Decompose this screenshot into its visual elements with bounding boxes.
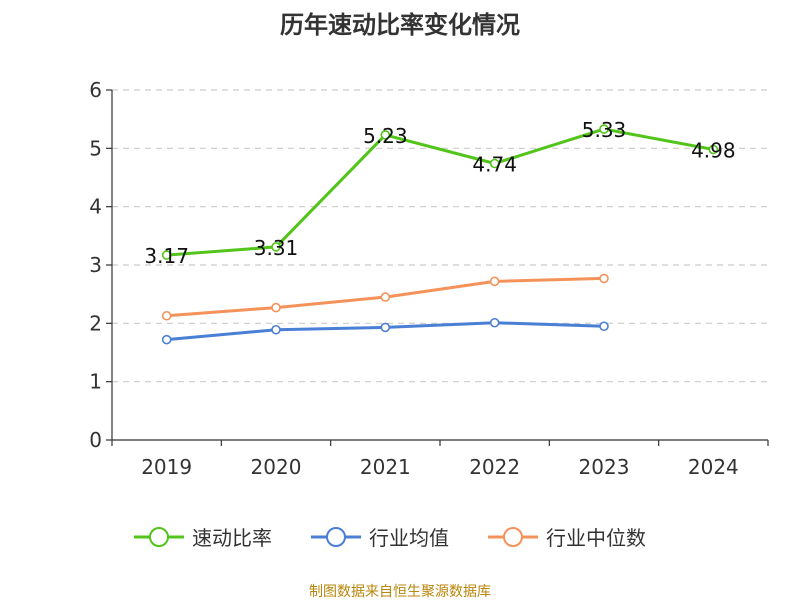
x-tick-label: 2019 bbox=[141, 455, 192, 479]
y-tick-label: 1 bbox=[89, 370, 102, 394]
y-tick-label: 2 bbox=[89, 311, 102, 335]
legend-label: 速动比率 bbox=[192, 526, 272, 550]
data-point[interactable] bbox=[161, 310, 172, 321]
legend-marker bbox=[326, 527, 346, 547]
legend-item[interactable]: 行业中位数 bbox=[488, 526, 646, 550]
data-point[interactable] bbox=[271, 324, 281, 335]
legend-label: 行业中位数 bbox=[546, 526, 646, 550]
data-point[interactable] bbox=[599, 273, 609, 284]
data-point[interactable] bbox=[380, 292, 391, 302]
data-label: 4.74 bbox=[472, 153, 517, 177]
data-point[interactable] bbox=[271, 302, 281, 313]
series-line bbox=[166, 127, 714, 257]
legend[interactable]: 速动比率 行业均值 行业中位数 bbox=[134, 526, 646, 550]
data-label: 4.98 bbox=[691, 139, 736, 163]
legend-marker bbox=[503, 527, 523, 547]
data-point[interactable] bbox=[380, 130, 391, 140]
series-layer bbox=[161, 124, 719, 345]
x-tick-label: 2022 bbox=[469, 455, 520, 479]
y-tick-label: 3 bbox=[89, 253, 102, 277]
data-point[interactable] bbox=[161, 334, 172, 345]
legend-marker bbox=[149, 527, 169, 547]
axes: 0 1 2 3 4 5 6 2019 2020 2021 2022 2023 2024 bbox=[89, 78, 769, 479]
x-tick-label: 2020 bbox=[251, 455, 302, 479]
data-point[interactable] bbox=[380, 322, 391, 333]
data-point[interactable] bbox=[599, 321, 609, 332]
data-point[interactable] bbox=[489, 276, 500, 287]
y-tick-label: 4 bbox=[89, 195, 102, 219]
x-tick-label: 2021 bbox=[360, 455, 411, 479]
y-tick-label: 6 bbox=[89, 78, 102, 102]
data-label: 5.33 bbox=[582, 118, 627, 142]
data-label: 3.17 bbox=[144, 244, 189, 268]
chart-title: 历年速动比率变化情况 bbox=[280, 11, 520, 39]
x-tick-label: 2024 bbox=[688, 455, 739, 479]
source-note: 制图数据来自恒生聚源数据库 bbox=[309, 584, 491, 600]
data-label: 3.31 bbox=[254, 236, 299, 260]
data-point[interactable] bbox=[708, 144, 719, 155]
data-point[interactable] bbox=[271, 242, 281, 252]
legend-item[interactable]: 速动比率 bbox=[134, 526, 272, 550]
data-labels: 3.17 3.31 5.23 4.74 5.33 4.98 bbox=[144, 118, 735, 268]
data-point[interactable] bbox=[599, 124, 609, 134]
data-point[interactable] bbox=[489, 158, 500, 169]
data-point[interactable] bbox=[489, 317, 500, 328]
x-tick-label: 2023 bbox=[579, 455, 630, 479]
legend-label: 行业均值 bbox=[369, 526, 449, 550]
grid-lines bbox=[112, 89, 768, 383]
data-point[interactable] bbox=[161, 250, 172, 260]
y-tick-label: 0 bbox=[89, 428, 102, 452]
legend-item[interactable]: 行业均值 bbox=[311, 526, 449, 550]
y-tick-label: 5 bbox=[89, 136, 102, 160]
data-label: 5.23 bbox=[363, 124, 408, 148]
